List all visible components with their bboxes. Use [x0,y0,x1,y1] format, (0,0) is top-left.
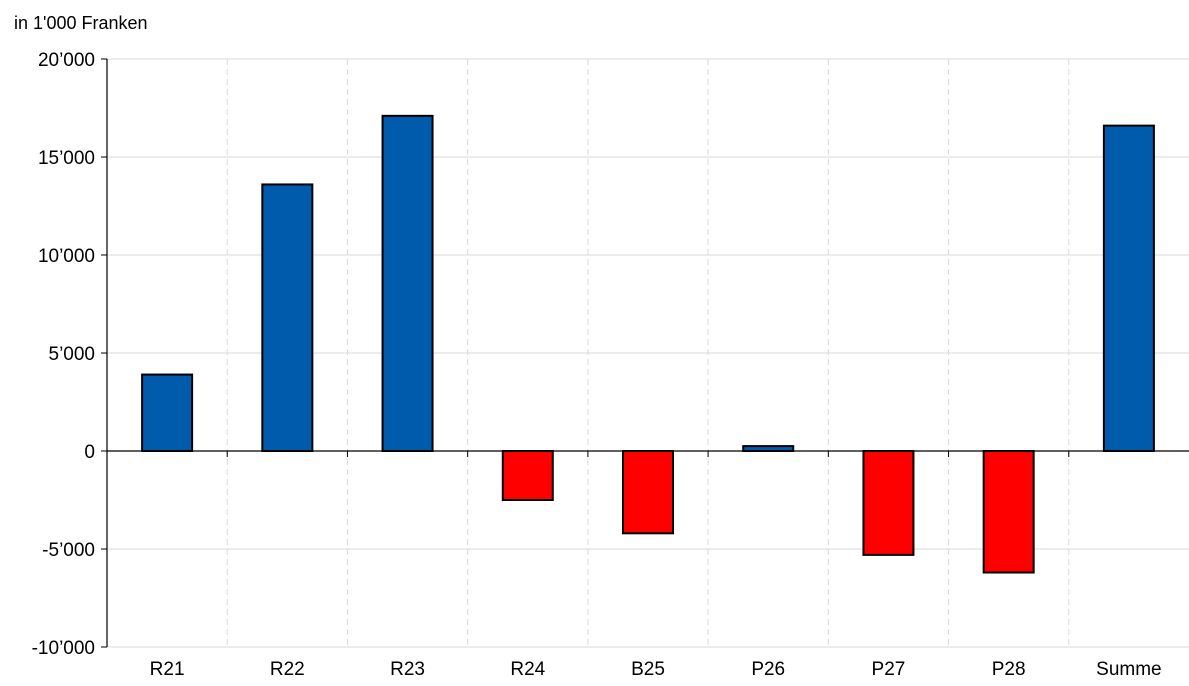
bar-p28 [982,450,1035,574]
bar-r21 [141,373,194,452]
x-tick-label: Summe [1096,659,1161,680]
y-tick-label: 0 [84,442,95,463]
axes-group [101,58,1189,648]
bar-p26 [742,445,795,453]
y-tick-labels: 20’000 15’000 10’000 5’000 0 -5’000 -10’000 [32,50,95,659]
bar-summe [1102,124,1155,452]
bar-p27 [862,450,915,556]
unit-label: in 1'000 Franken [14,13,148,33]
bar-r24 [501,450,554,501]
y-tick-label: 5’000 [49,344,96,365]
bar-r23 [381,114,434,452]
bars-group [141,114,1155,574]
x-tick-label: R24 [510,659,545,680]
bar-r22 [261,183,314,452]
y-tick-label: -5’000 [42,540,95,561]
x-tick-label: R22 [270,659,305,680]
x-tick-label: P27 [872,659,906,680]
bar-b25 [622,450,674,535]
vertical-gridlines [226,59,1070,647]
x-tick-label: P28 [992,659,1026,680]
y-tick-label: 15’000 [38,148,95,169]
y-tick-label: 20’000 [38,50,95,71]
y-tick-label: 10’000 [38,246,95,267]
x-tick-labels: R21 R22 R23 R24 B25 P26 P27 P28 Summe [150,659,1162,680]
x-tick-label: B25 [631,659,665,680]
y-tick-label: -10’000 [32,638,95,659]
x-tick-label: P26 [751,659,785,680]
x-tick-label: R23 [390,659,425,680]
x-tick-label: R21 [150,659,185,680]
